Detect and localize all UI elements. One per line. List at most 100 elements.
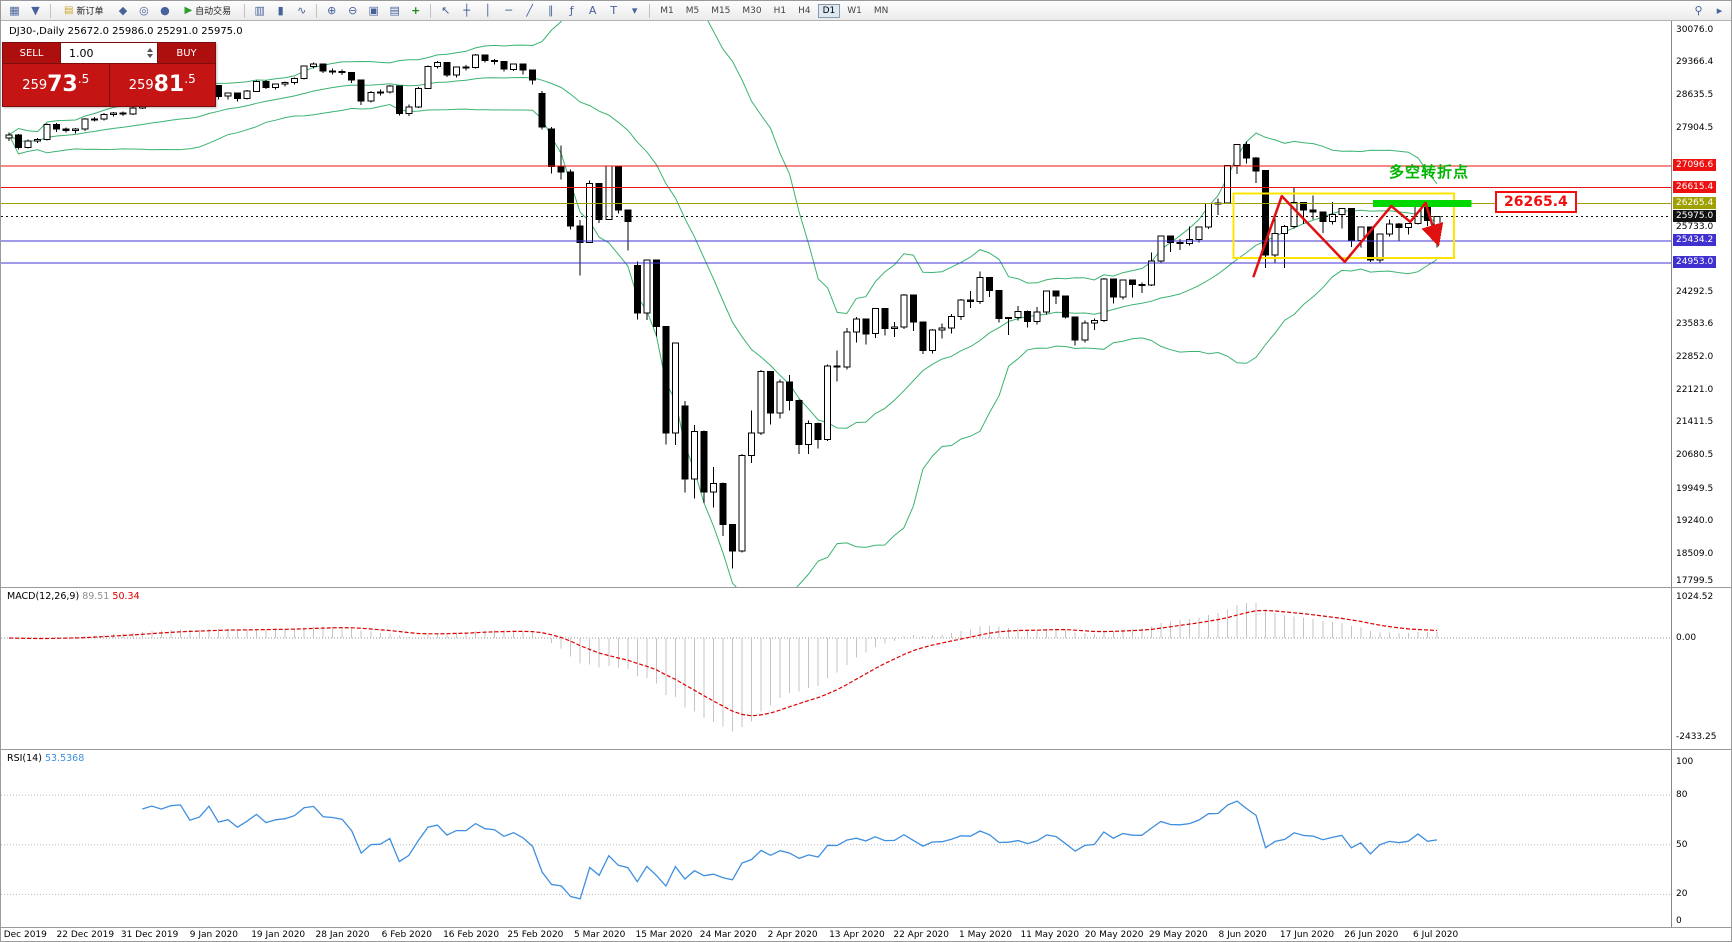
channel-icon[interactable]: ∥: [547, 4, 554, 17]
zoom-in-icon[interactable]: ⊕: [327, 4, 337, 17]
add-indicator-icon[interactable]: +: [411, 4, 421, 17]
data-window-icon[interactable]: ◎: [139, 4, 149, 17]
sell-price[interactable]: 259 73.5: [3, 64, 109, 106]
price-badge: 24953.0: [1673, 255, 1717, 268]
candle: [34, 139, 42, 142]
date-label: 9 Jan 2020: [189, 930, 239, 940]
horizontal-line-icon[interactable]: ─: [505, 4, 512, 17]
candle: [1385, 223, 1393, 235]
rsi-canvas[interactable]: [1, 750, 1671, 927]
candle: [1005, 317, 1013, 320]
candle: [529, 69, 537, 81]
timeframe-D1[interactable]: D1: [817, 3, 841, 18]
resistance-highlight-bar[interactable]: [1373, 199, 1472, 207]
market-watch-icon[interactable]: ◆: [118, 4, 128, 17]
timeframe-H1[interactable]: H1: [773, 5, 787, 16]
zigzag-arrow[interactable]: [1252, 194, 1444, 278]
macd-axis-label: -2433.25: [1676, 731, 1717, 742]
consolidation-rectangle[interactable]: [1232, 192, 1456, 260]
auto-arrange-icon[interactable]: ▤: [389, 4, 400, 17]
buy-button[interactable]: BUY: [158, 43, 215, 63]
candle: [319, 63, 327, 72]
timeframe-M1[interactable]: M1: [660, 5, 674, 16]
candle: [310, 63, 318, 67]
date-label: 6 Jul 2020: [1412, 930, 1459, 940]
scroll-to-end-icon[interactable]: ▸: [1716, 4, 1723, 17]
date-label: 6 Feb 2020: [381, 930, 432, 940]
fibonacci-icon[interactable]: ƒ: [569, 4, 574, 17]
candle: [1119, 279, 1127, 298]
rsi-axis-label: 0: [1676, 916, 1682, 926]
trendline-icon[interactable]: ╱: [526, 4, 533, 17]
text-icon[interactable]: A: [588, 4, 597, 17]
volume-down-icon[interactable]: [147, 54, 153, 58]
candle: [633, 264, 641, 314]
price-badge: 26265.4: [1673, 196, 1717, 209]
main-chart-canvas[interactable]: [1, 21, 1671, 587]
tile-windows-icon[interactable]: ▣: [368, 4, 379, 17]
macd-label: MACD(12,26,9) 89.51 50.34: [7, 591, 140, 602]
candle: [843, 331, 851, 368]
new-order-button[interactable]: ▤ 新订单: [57, 2, 110, 19]
price-axis[interactable]: 30076.0 29366.4 28635.5 27904.5 25733.0 24292…: [1671, 21, 1731, 587]
candle: [1205, 202, 1212, 228]
vertical-line-icon[interactable]: │: [484, 4, 491, 17]
price-axis-label: 20680.5: [1676, 450, 1714, 461]
candle: [367, 91, 375, 102]
volume-input[interactable]: 1.00: [60, 43, 158, 63]
candle: [1243, 143, 1251, 159]
buy-price[interactable]: 259 81.5: [109, 64, 215, 106]
arrow-tool-icon[interactable]: ▾: [631, 4, 638, 17]
new-chart-icon[interactable]: ▦: [9, 4, 20, 17]
zoom-out-icon[interactable]: ⊖: [348, 4, 358, 17]
volume-up-icon[interactable]: [147, 48, 153, 52]
price-axis-label: 22121.0: [1676, 385, 1714, 396]
cursor-icon[interactable]: ↖: [441, 4, 451, 17]
toolbar: ▦ ▼ ▤ 新订单 ◆ ◎ ● ▶ 自动交易 ▥ ▮ ∿ ⊕ ⊖ ▣ ▤ + ↖ ┼ │ ─ ╱ ∥ ƒ A T ▾ M1 M5 M15 M…: [1, 1, 1731, 21]
price-axis-label: 24292.5: [1676, 286, 1714, 297]
rsi-axis[interactable]: 100 80 50 20 0: [1671, 749, 1731, 927]
volume-stepper[interactable]: [147, 48, 154, 58]
candle: [852, 318, 860, 333]
candle: [1147, 260, 1155, 286]
candle: [567, 171, 575, 227]
candle: [928, 329, 936, 352]
crosshair-icon[interactable]: ┼: [463, 4, 470, 17]
candle: [81, 118, 89, 130]
macd-axis[interactable]: 1024.52 0.00 -2433.25: [1671, 587, 1731, 749]
candle: [1404, 222, 1412, 229]
navigator-icon[interactable]: ●: [160, 4, 170, 17]
rsi-line: [142, 800, 1438, 900]
line-chart-icon[interactable]: ∿: [297, 4, 307, 17]
search-icon[interactable]: ⚲: [1694, 4, 1703, 17]
timeframe-M5[interactable]: M5: [685, 5, 700, 16]
time-axis[interactable]: 2 Dec 2019 22 Dec 2019 31 Dec 2019 9 Jan 20…: [1, 927, 1731, 941]
price-axis-label: 22852.0: [1676, 352, 1714, 363]
macd-canvas[interactable]: [1, 588, 1671, 749]
price-callout-label[interactable]: 26265.4: [1495, 191, 1577, 213]
sell-button[interactable]: SELL: [3, 43, 60, 63]
candle: [795, 400, 803, 446]
date-label: 8 Jun 2020: [1218, 930, 1267, 940]
price-axis-label: 21411.5: [1676, 417, 1714, 428]
price-badge: 27096.6: [1673, 158, 1717, 171]
candle: [814, 422, 822, 441]
timeframe-MN[interactable]: MN: [873, 5, 889, 16]
candle: [1014, 310, 1022, 318]
timeframe-W1[interactable]: W1: [847, 5, 862, 16]
label-icon[interactable]: T: [610, 4, 618, 17]
candle: [595, 183, 603, 220]
timeframe-H4[interactable]: H4: [798, 5, 811, 16]
chart-profiles-icon[interactable]: ▼: [31, 4, 40, 17]
bar-chart-icon[interactable]: ▥: [254, 4, 265, 17]
auto-trading-button[interactable]: ▶ 自动交易: [177, 2, 238, 19]
candle: [1309, 209, 1317, 213]
candle: [24, 140, 32, 149]
timeframe-M30[interactable]: M30: [742, 5, 762, 16]
rsi-value: 53.5368: [44, 753, 85, 764]
timeframe-M15[interactable]: M15: [711, 5, 731, 16]
candle: [405, 106, 413, 114]
candle: [110, 112, 118, 115]
macd-pane: MACD(12,26,9) 89.51 50.34: [1, 587, 1671, 749]
candlestick-chart-icon[interactable]: ▮: [277, 4, 284, 17]
